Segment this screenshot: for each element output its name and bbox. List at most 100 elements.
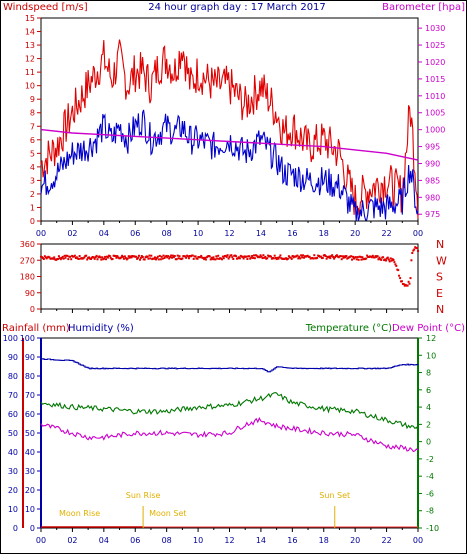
direction-point <box>258 256 261 259</box>
direction-point <box>228 256 231 259</box>
direction-point <box>356 256 359 259</box>
direction-point <box>85 254 88 257</box>
direction-point <box>42 258 45 260</box>
humidity-x-tick-label: 00 <box>36 536 46 545</box>
direction-point <box>83 256 86 259</box>
direction-point <box>331 254 334 257</box>
direction-point <box>166 256 169 259</box>
direction-point <box>204 256 206 259</box>
direction-y-tick-label: 0 <box>30 305 35 314</box>
direction-point <box>344 256 347 259</box>
direction-point <box>222 257 225 260</box>
direction-point <box>99 256 102 259</box>
direction-point <box>382 256 385 259</box>
direction-point <box>406 284 409 287</box>
direction-point <box>329 257 332 260</box>
direction-point <box>124 257 127 260</box>
baro-y-tick-label: 1020 <box>425 58 445 67</box>
humidity-y-tick-label: 100 <box>3 334 18 343</box>
direction-point <box>187 255 189 258</box>
direction-point <box>212 256 215 259</box>
direction-point <box>402 283 405 286</box>
direction-point <box>395 264 398 267</box>
direction-point <box>155 257 158 260</box>
humidity-y-tick-label-inner: 50 <box>25 429 35 438</box>
direction-point <box>158 254 161 257</box>
direction-point <box>394 263 397 266</box>
direction-point <box>376 255 379 258</box>
direction-point <box>176 254 179 257</box>
direction-point <box>352 257 355 260</box>
direction-point <box>127 255 130 258</box>
wind-panel: 0123456789101112131415975980985990995100… <box>25 14 446 238</box>
wind-x-tick-label: 12 <box>224 229 234 238</box>
direction-point <box>242 257 245 260</box>
direction-point <box>48 256 51 259</box>
humidity-x-tick-label: 20 <box>350 536 360 545</box>
direction-y-tick-label: 360 <box>20 240 35 249</box>
direction-point <box>246 258 249 260</box>
direction-point <box>43 255 46 258</box>
direction-point <box>67 258 70 261</box>
direction-point <box>90 258 92 260</box>
direction-point <box>303 256 305 259</box>
direction-point <box>203 258 206 261</box>
direction-point <box>385 259 387 262</box>
direction-point <box>215 255 218 258</box>
direction-point <box>162 254 165 257</box>
direction-point <box>399 277 402 280</box>
direction-point <box>250 256 253 259</box>
direction-point <box>410 259 413 262</box>
direction-point <box>357 258 360 261</box>
humidity-series-line <box>41 358 419 373</box>
direction-point <box>354 256 357 259</box>
humidity-y-tick-label: 60 <box>8 410 18 419</box>
direction-point <box>274 257 277 259</box>
temperature-y-tick-label: 6 <box>426 386 431 395</box>
direction-point <box>188 257 190 260</box>
direction-point <box>324 255 327 257</box>
direction-point <box>262 254 265 257</box>
direction-point <box>408 282 411 285</box>
direction-point <box>78 255 81 257</box>
direction-point <box>253 254 255 257</box>
event-label: Moon Set <box>149 509 186 518</box>
direction-point <box>232 258 235 260</box>
direction-point <box>333 257 336 260</box>
event-label: Sun Rise <box>126 491 161 500</box>
direction-point <box>64 256 67 259</box>
wind-x-tick-label: 22 <box>381 229 391 238</box>
direction-point <box>302 254 304 257</box>
direction-point <box>334 256 337 259</box>
humidity-y-tick-label-inner: 20 <box>25 486 35 495</box>
direction-point <box>115 256 118 259</box>
direction-point <box>345 255 348 257</box>
direction-point <box>285 257 288 260</box>
direction-point <box>170 254 173 257</box>
direction-point <box>88 256 91 259</box>
wind-y-tick-label: 15 <box>25 14 35 23</box>
direction-point <box>279 254 282 257</box>
direction-point <box>199 256 202 259</box>
direction-point <box>57 257 59 260</box>
direction-point <box>173 255 176 257</box>
wind-y-tick-label: 6 <box>30 136 35 145</box>
temperature-series-line <box>40 392 419 431</box>
humidity-y-tick-label-inner: 80 <box>25 372 35 381</box>
direction-point <box>277 257 280 260</box>
direction-point <box>86 258 89 261</box>
direction-point <box>191 254 194 257</box>
wind-y-tick-label: 3 <box>30 176 35 185</box>
direction-point <box>411 252 414 254</box>
wind-axis-label: Windspeed [m/s] <box>3 2 88 13</box>
direction-point <box>159 258 162 261</box>
direction-point <box>167 255 170 258</box>
wind-x-tick-label: 08 <box>162 229 172 238</box>
direction-point <box>226 254 229 257</box>
direction-point <box>371 254 374 257</box>
direction-point <box>105 258 107 261</box>
direction-point <box>160 255 163 258</box>
direction-point <box>163 257 166 259</box>
